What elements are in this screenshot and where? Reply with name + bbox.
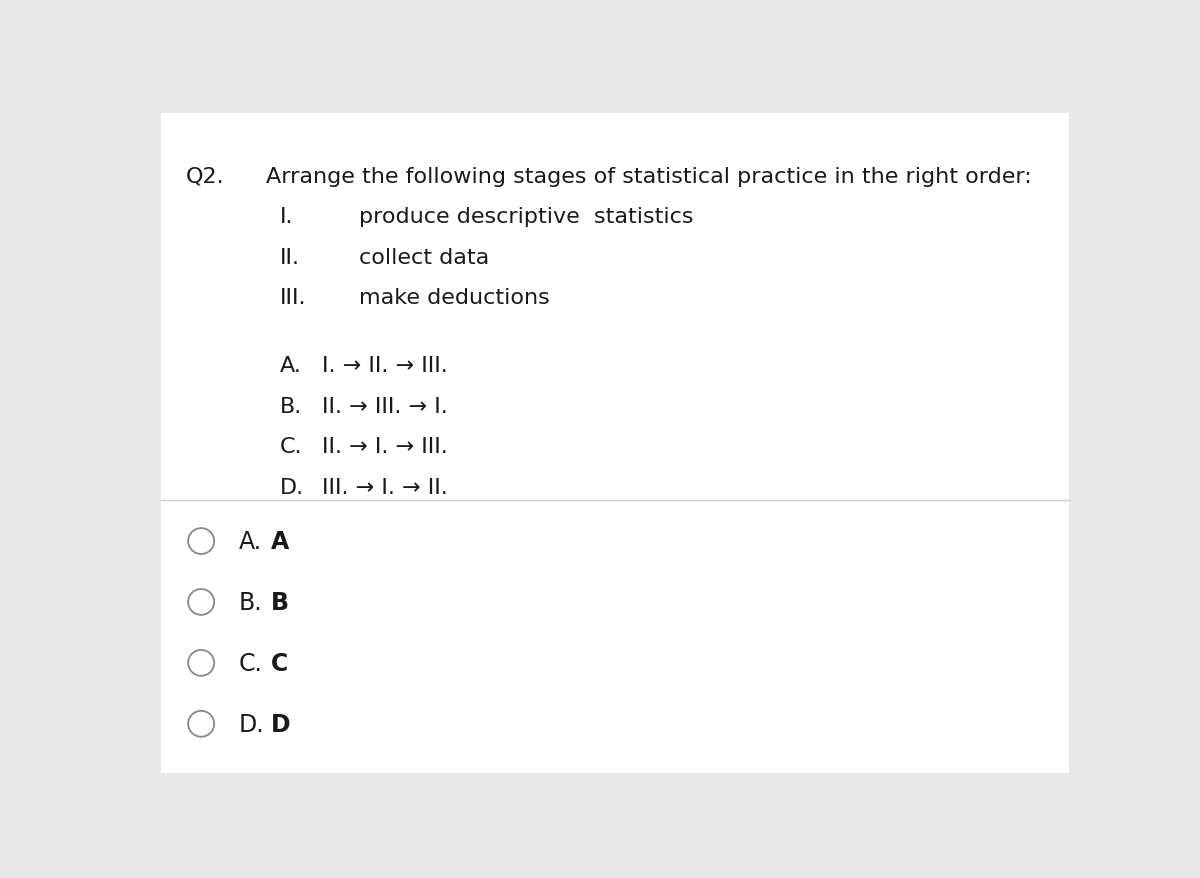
Text: produce descriptive  statistics: produce descriptive statistics: [359, 207, 694, 227]
Text: Arrange the following stages of statistical practice in the right order:: Arrange the following stages of statisti…: [266, 166, 1032, 186]
Text: I.: I.: [281, 207, 294, 227]
FancyBboxPatch shape: [161, 113, 1069, 774]
Text: II. → III. → I.: II. → III. → I.: [322, 396, 448, 416]
Text: B.: B.: [239, 590, 262, 615]
Text: A: A: [271, 529, 289, 553]
Text: C: C: [271, 651, 288, 675]
Text: B.: B.: [281, 396, 302, 416]
Text: D: D: [271, 712, 290, 736]
Text: I. → II. → III.: I. → II. → III.: [322, 356, 448, 376]
Text: collect data: collect data: [359, 248, 490, 268]
Text: B: B: [271, 590, 289, 615]
Text: Q2.: Q2.: [185, 166, 224, 186]
Text: A.: A.: [239, 529, 262, 553]
Text: III.: III.: [281, 288, 307, 308]
Text: make deductions: make deductions: [359, 288, 550, 308]
Text: A.: A.: [281, 356, 302, 376]
Text: C.: C.: [239, 651, 263, 675]
Text: D.: D.: [281, 478, 305, 497]
Text: C.: C.: [281, 436, 302, 457]
Text: II. → I. → III.: II. → I. → III.: [322, 436, 448, 457]
Text: III. → I. → II.: III. → I. → II.: [322, 478, 448, 497]
Text: II.: II.: [281, 248, 300, 268]
Text: D.: D.: [239, 712, 264, 736]
